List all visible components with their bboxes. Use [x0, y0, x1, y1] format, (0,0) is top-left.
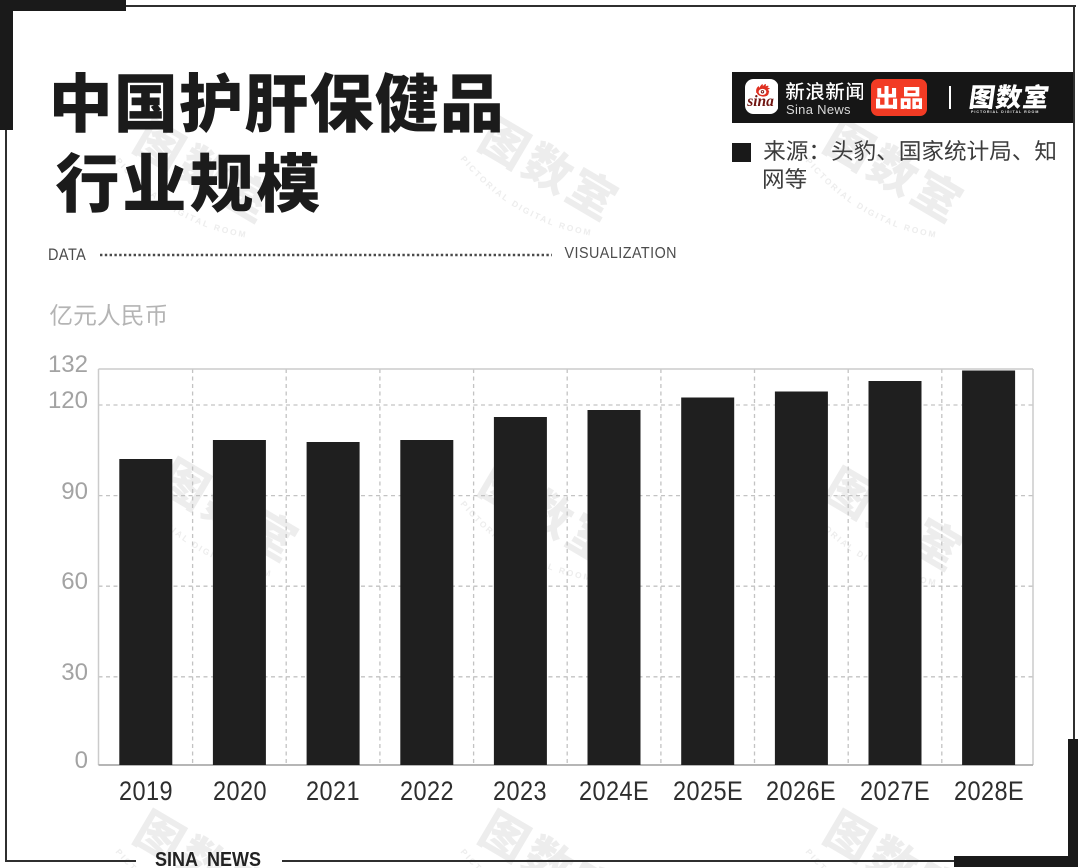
svg-text:sina: sina: [746, 93, 774, 110]
